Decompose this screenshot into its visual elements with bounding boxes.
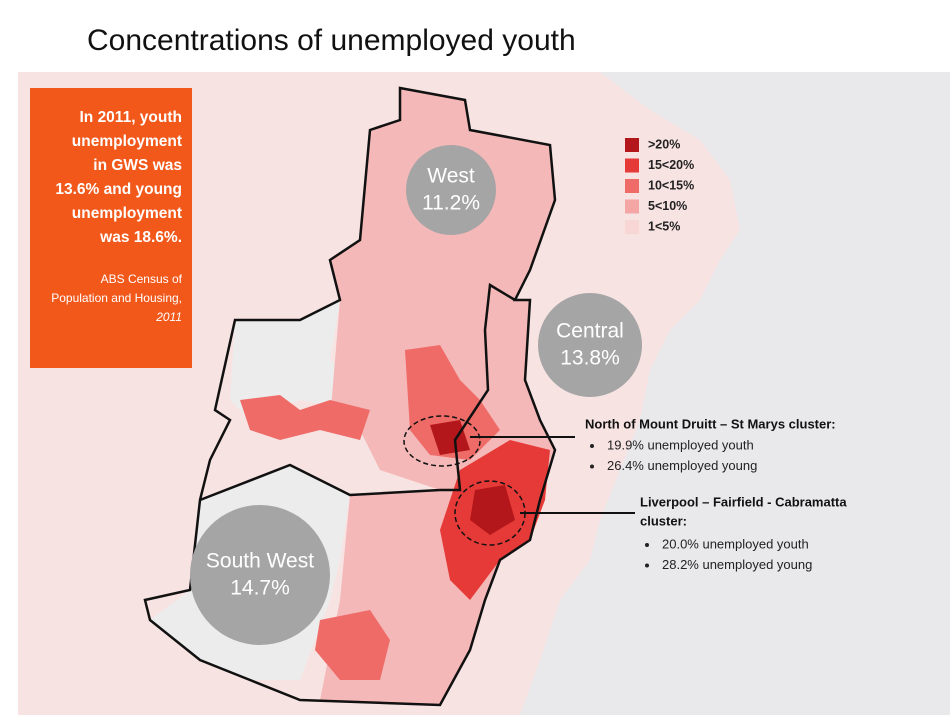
boundary xyxy=(199,463,441,502)
hotspot xyxy=(315,610,390,680)
legend-swatch xyxy=(625,138,639,152)
region-rate: 13.8% xyxy=(560,347,620,370)
legend-label: 1<5% xyxy=(648,219,680,233)
region-name: South West xyxy=(206,550,314,573)
callout-line: in GWS was xyxy=(93,157,182,174)
region-circle xyxy=(406,145,496,235)
legend-label: 5<10% xyxy=(648,199,687,213)
hotspot xyxy=(470,485,515,535)
cluster-bullet: 20.0% unemployed youth xyxy=(662,536,809,551)
source-line: ABS Census of xyxy=(101,272,183,286)
region-rate: 11.2% xyxy=(422,192,480,215)
callout-line: In 2011, youth xyxy=(79,109,182,126)
bullet-dot xyxy=(590,444,594,448)
region-circle xyxy=(190,505,330,645)
source-line: 2011 xyxy=(155,310,182,324)
boundary xyxy=(440,282,516,492)
cluster-bullet: 26.4% unemployed young xyxy=(607,458,757,473)
callout-box xyxy=(30,88,192,368)
cluster-ring xyxy=(403,415,481,467)
legend-label: >20% xyxy=(648,137,680,151)
callout-line: unemployment xyxy=(72,205,182,222)
bullet-dot xyxy=(590,464,594,469)
hotspot xyxy=(430,420,470,455)
source-line: Population and Housing, xyxy=(51,291,182,305)
callout-line: was 18.6%. xyxy=(99,229,182,246)
callout-line: unemployment xyxy=(72,133,182,150)
legend-label: 15<20% xyxy=(648,158,694,172)
region-name: Central xyxy=(556,320,624,343)
cluster-bullet: 28.2% unemployed young xyxy=(662,557,812,572)
hotspot xyxy=(240,395,370,440)
sea xyxy=(520,72,950,715)
bullet-dot xyxy=(645,543,649,547)
boundary xyxy=(143,86,557,707)
region-rate: 14.7% xyxy=(230,577,290,600)
bullet-dot xyxy=(645,563,649,568)
cluster-bullet: 19.9% unemployed youth xyxy=(607,437,754,452)
title: Concentrations of unemployed youth xyxy=(87,24,576,57)
legend-swatch xyxy=(625,199,639,214)
callout-line: 13.6% and young xyxy=(55,181,182,198)
legend-swatch xyxy=(625,220,639,234)
legend-swatch xyxy=(625,179,639,193)
region-circle xyxy=(538,293,642,397)
cluster-title: cluster: xyxy=(640,513,687,528)
cluster-title: Liverpool – Fairfield - Cabramatta xyxy=(640,494,847,509)
cluster-title: North of Mount Druitt – St Marys cluster… xyxy=(585,416,836,431)
low-area xyxy=(230,300,360,420)
region-name: West xyxy=(427,165,475,188)
legend-swatch xyxy=(625,158,639,173)
legend-label: 10<15% xyxy=(648,178,694,192)
